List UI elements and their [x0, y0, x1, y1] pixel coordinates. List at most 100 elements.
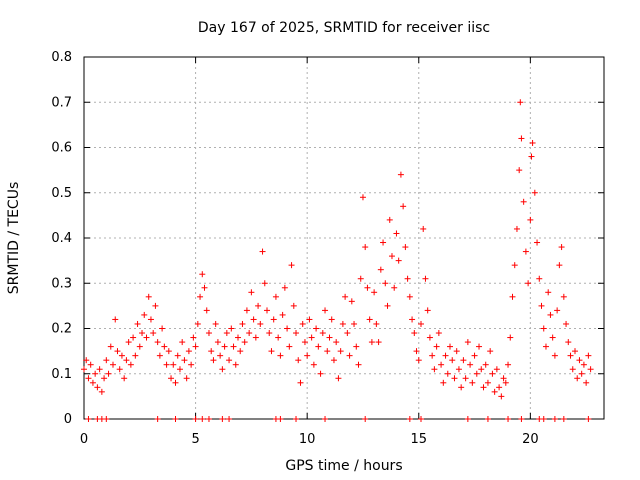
data-point [161, 343, 168, 350]
x-axis-ticks: 0 5 10 15 20 [80, 57, 539, 447]
data-point [440, 379, 447, 386]
data-point [455, 366, 462, 373]
data-point [576, 357, 583, 364]
data-point [284, 325, 291, 332]
data-point [275, 334, 282, 341]
data-point [299, 320, 306, 327]
data-point [451, 375, 458, 382]
data-point [136, 343, 143, 350]
data-point [382, 280, 389, 287]
data-point [496, 384, 503, 391]
y-axis-ticks: 0 0.1 0.2 0.3 0.4 0.5 0.6 0.7 0.8 [51, 50, 604, 427]
data-point [268, 348, 275, 355]
data-point [145, 293, 152, 300]
data-point [420, 225, 427, 232]
data-point [98, 388, 105, 395]
data-point [431, 366, 438, 373]
data-point [188, 361, 195, 368]
data-point [306, 316, 313, 323]
data-point [585, 352, 592, 359]
data-point [578, 370, 585, 377]
data-point [567, 352, 574, 359]
data-point [205, 416, 212, 422]
data-point [344, 330, 351, 337]
x-tick-label: 20 [522, 432, 539, 447]
data-point [529, 139, 536, 146]
data-point [248, 289, 255, 296]
data-point [301, 339, 308, 346]
data-point [565, 339, 572, 346]
data-point [92, 370, 99, 377]
data-point [230, 343, 237, 350]
data-point [560, 416, 567, 422]
data-point [359, 194, 366, 201]
data-point [304, 352, 311, 359]
x-tick-label: 15 [410, 432, 427, 447]
data-point [85, 416, 92, 422]
data-point [422, 275, 429, 282]
data-point [94, 384, 101, 391]
data-point [324, 348, 331, 355]
data-point [96, 366, 103, 373]
data-point [199, 271, 206, 278]
data-point [355, 361, 362, 368]
data-point [388, 253, 395, 260]
data-point [371, 289, 378, 296]
data-point [181, 357, 188, 364]
data-point [346, 352, 353, 359]
data-point [199, 416, 206, 422]
data-point [384, 302, 391, 309]
chart-title: Day 167 of 2025, SRMTID for receiver iis… [198, 20, 490, 36]
data-point [464, 416, 471, 422]
data-point [491, 388, 498, 395]
data-point [540, 416, 547, 422]
data-point [447, 343, 454, 350]
data-point [103, 416, 110, 422]
data-point [257, 320, 264, 327]
data-point [538, 302, 545, 309]
data-point [192, 343, 199, 350]
data-point [125, 339, 132, 346]
data-point [402, 244, 409, 251]
data-point [290, 302, 297, 309]
data-point [152, 302, 159, 309]
data-point [130, 334, 137, 341]
data-point [583, 379, 590, 386]
data-point [357, 275, 364, 282]
data-point [467, 361, 474, 368]
data-point [317, 370, 324, 377]
y-tick-label: 0.3 [51, 276, 72, 291]
x-axis-title: GPS time / hours [285, 458, 402, 474]
x-tick-label: 5 [191, 432, 199, 447]
data-point [580, 361, 587, 368]
data-point [511, 262, 518, 269]
data-point [518, 416, 525, 422]
data-point [165, 348, 172, 355]
gridlines [84, 57, 604, 419]
data-point [132, 352, 139, 359]
data-point [551, 352, 558, 359]
data-point [513, 225, 520, 232]
data-point [574, 375, 581, 382]
data-point [194, 320, 201, 327]
data-point [487, 348, 494, 355]
data-point [159, 325, 166, 332]
data-point [183, 375, 190, 382]
data-point [333, 339, 340, 346]
data-point [435, 330, 442, 337]
data-point [551, 416, 558, 422]
data-point [362, 244, 369, 251]
data-point [239, 320, 246, 327]
data-point [176, 366, 183, 373]
data-point [156, 352, 163, 359]
data-point [223, 330, 230, 337]
data-point [197, 293, 204, 300]
data-point [315, 343, 322, 350]
data-point [288, 262, 295, 269]
data-point [203, 307, 210, 314]
data-point [270, 316, 277, 323]
data-point [482, 361, 489, 368]
data-point [484, 379, 491, 386]
data-point [351, 320, 358, 327]
data-point [326, 334, 333, 341]
